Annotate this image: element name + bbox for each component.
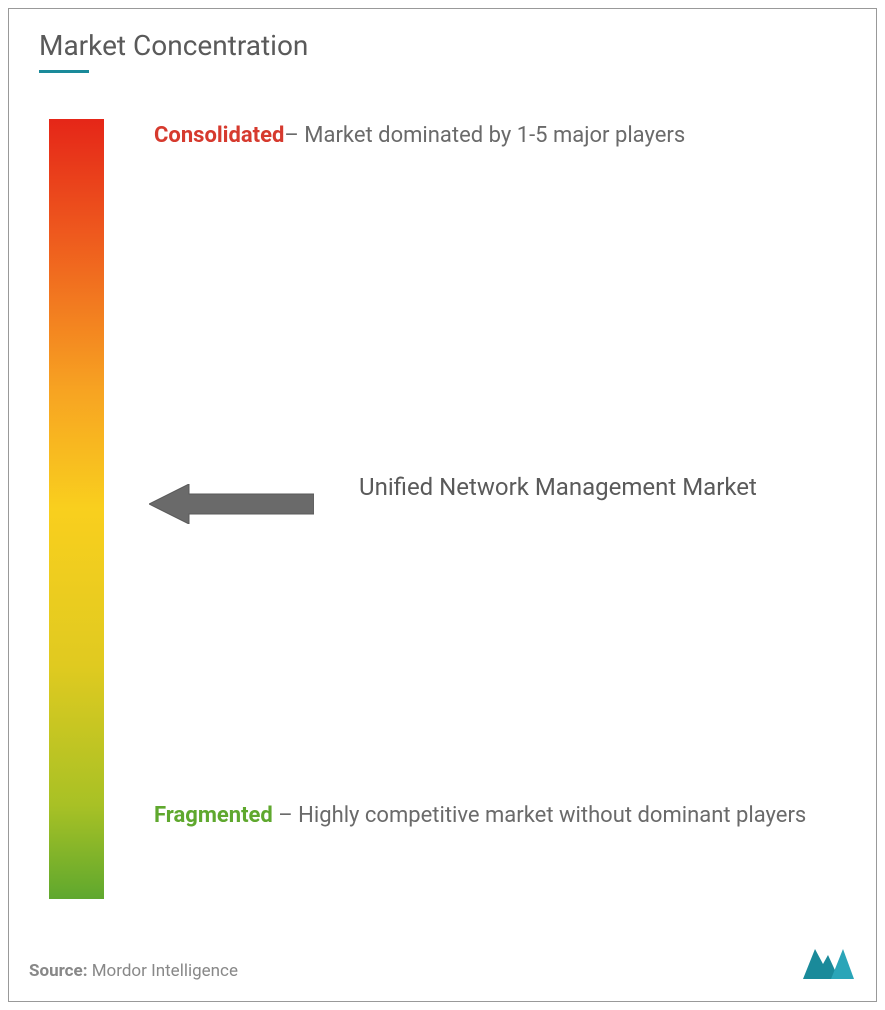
market-position-indicator — [149, 484, 314, 524]
title-underline — [39, 70, 89, 73]
source-label: Source: — [29, 961, 87, 981]
source-citation: Source: Mordor Intelligence — [29, 961, 238, 981]
consolidated-label: Consolidated — [154, 123, 284, 148]
arrow-left-icon — [149, 484, 314, 524]
title-text: Market Concentration — [39, 29, 308, 62]
fragmented-text: – Highly competitive market without domi… — [273, 803, 806, 828]
infographic-container: Market Concentration Consolidated– Marke… — [8, 8, 877, 1002]
fragmented-description: Fragmented – Highly competitive market w… — [154, 794, 846, 838]
concentration-gradient-bar — [49, 119, 104, 899]
page-title: Market Concentration — [39, 29, 846, 73]
mordor-logo-icon — [801, 941, 856, 981]
consolidated-text: – Market dominated by 1-5 major players — [284, 123, 685, 148]
source-text: Mordor Intelligence — [87, 961, 237, 981]
consolidated-description: Consolidated– Market dominated by 1-5 ma… — [154, 114, 846, 158]
fragmented-label: Fragmented — [154, 803, 273, 828]
market-name-label: Unified Network Management Market — [359, 469, 757, 505]
